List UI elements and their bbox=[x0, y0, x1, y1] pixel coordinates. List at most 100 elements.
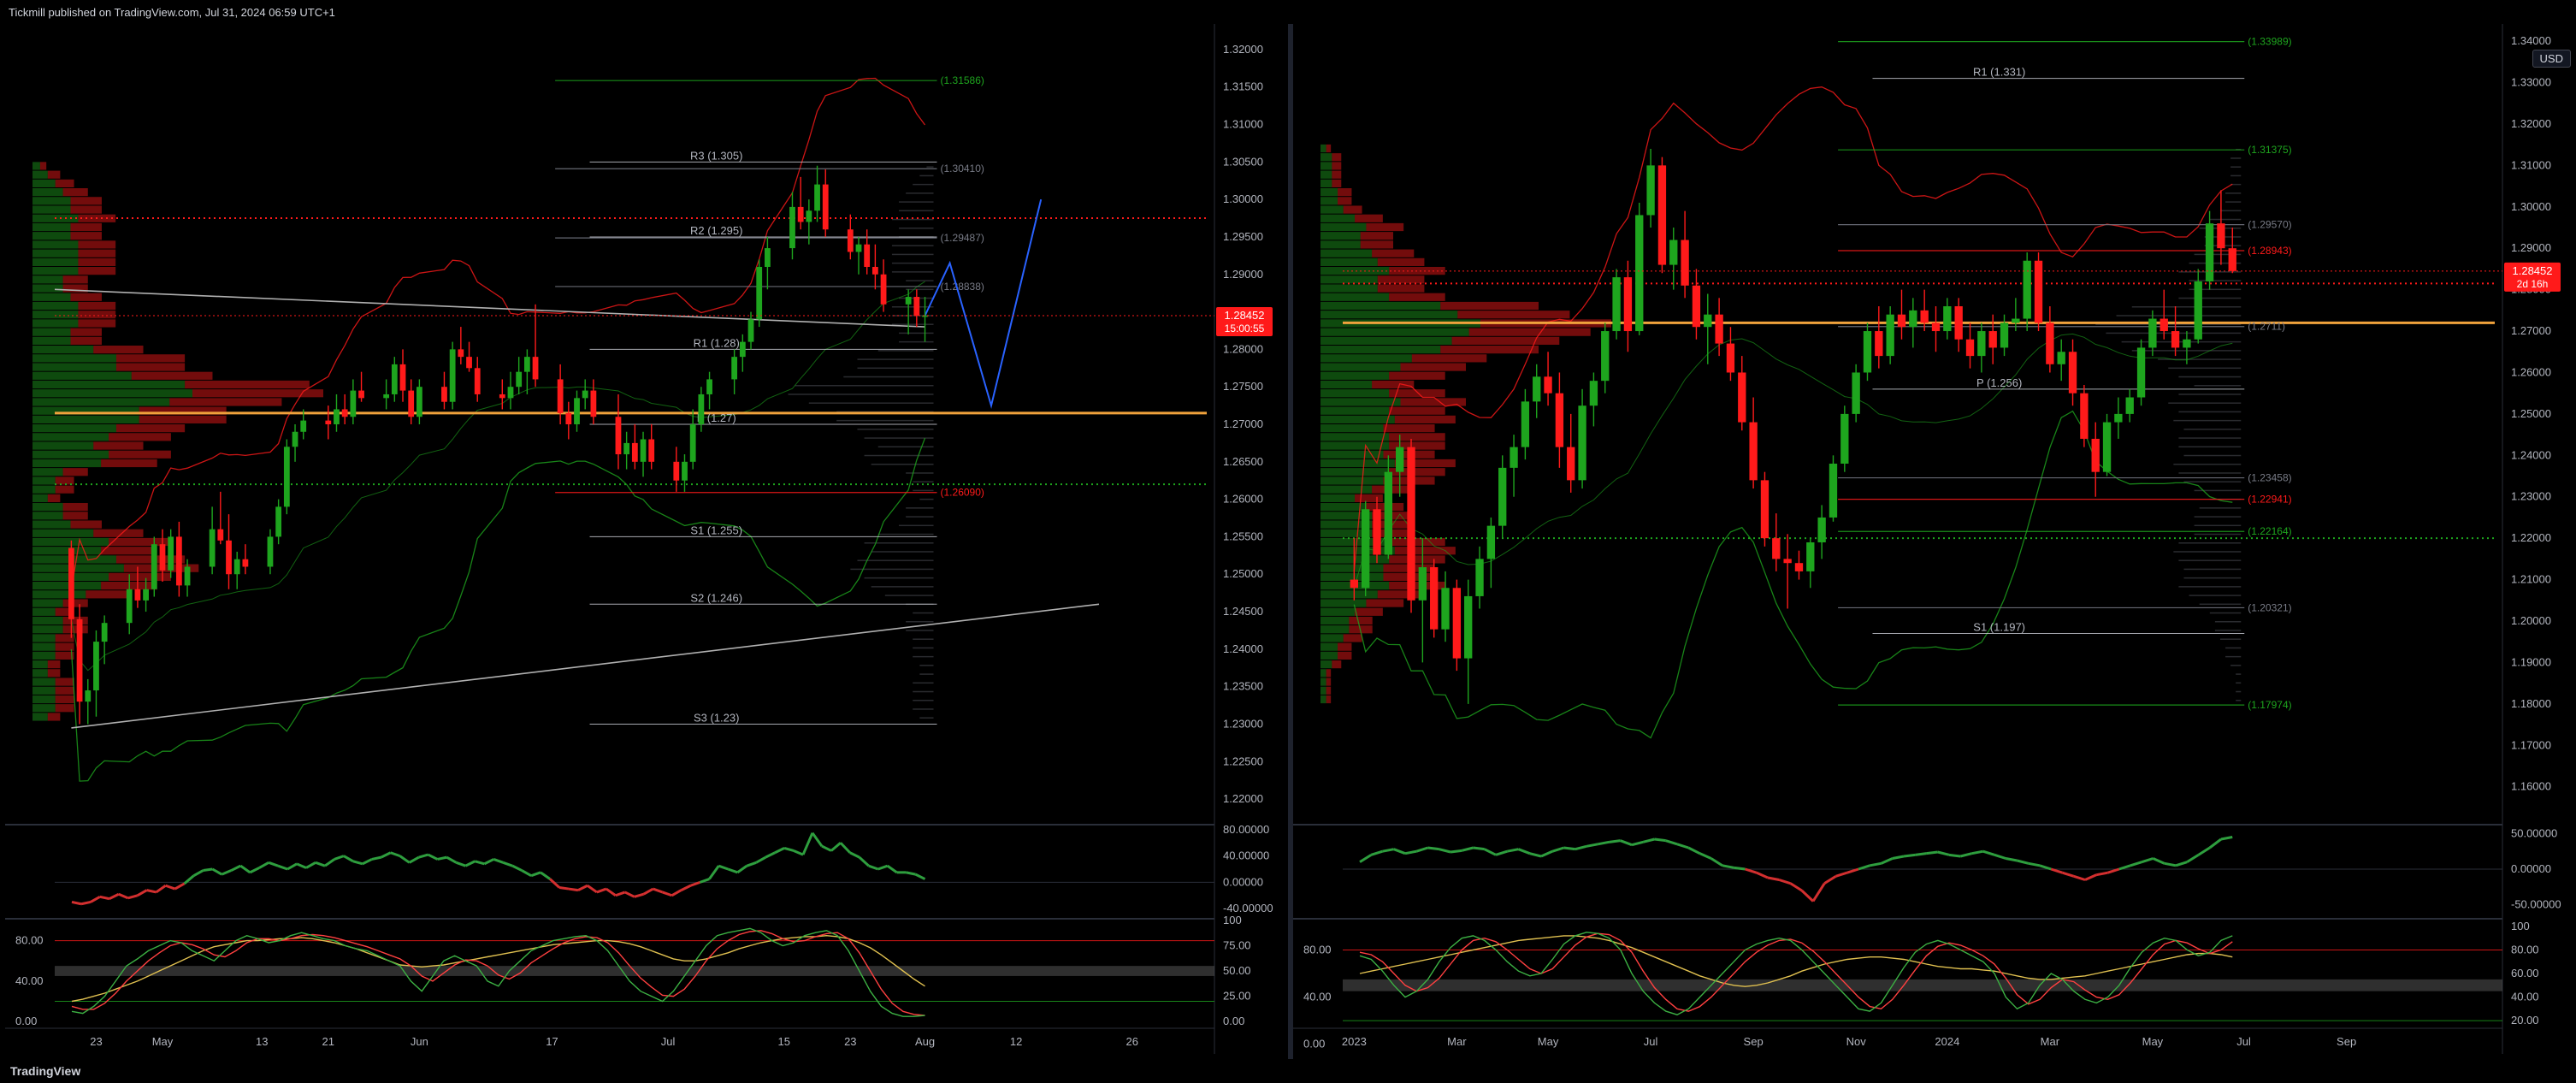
oscillator-segment bbox=[736, 864, 748, 874]
volume-profile-bar bbox=[47, 660, 61, 669]
volume-profile-bar bbox=[1332, 660, 1342, 669]
candle-body bbox=[1521, 401, 1530, 447]
volume-profile-bar bbox=[1349, 625, 1373, 634]
time-tick-label: 26 bbox=[1126, 1035, 1138, 1048]
volume-profile-bar bbox=[62, 188, 88, 197]
session-profile-bar bbox=[843, 376, 934, 378]
pivot-label: R2 (1.295) bbox=[690, 224, 742, 237]
oscillator-segment bbox=[99, 895, 110, 901]
volume-profile-bar bbox=[1320, 232, 1361, 240]
oscillator-segment bbox=[755, 855, 766, 864]
volume-profile-bar bbox=[32, 459, 102, 468]
candle-body bbox=[1567, 447, 1575, 481]
session-profile-bar bbox=[2173, 551, 2242, 553]
price-tick-label: 1.33000 bbox=[2511, 76, 2551, 89]
oscillator-tick-label: 0.00000 bbox=[2511, 862, 2551, 875]
session-profile-bar bbox=[2158, 358, 2242, 360]
oscillator-segment bbox=[540, 871, 551, 880]
candle-body bbox=[2194, 281, 2202, 340]
candle-body bbox=[2125, 397, 2134, 414]
oscillator-segment bbox=[174, 882, 186, 891]
volume-profile-bar bbox=[1389, 582, 1445, 590]
tradingview-logo: TradingView bbox=[10, 1064, 81, 1078]
oscillator-segment bbox=[136, 889, 148, 897]
level-label: (1.31586) bbox=[941, 74, 984, 86]
candle-body bbox=[1407, 447, 1415, 601]
oscillator-segment bbox=[249, 867, 260, 874]
session-profile-bar bbox=[2219, 210, 2242, 212]
session-profile-bar bbox=[2173, 464, 2242, 465]
candle-body bbox=[631, 442, 638, 462]
oscillator-segment bbox=[1948, 853, 1961, 858]
chart-panel-left[interactable]: R3 (1.305) R2 (1.295) R1 (1.28) P (1.27) S1 … bbox=[5, 24, 1288, 1059]
currency-button[interactable]: USD bbox=[2532, 50, 2571, 68]
candle-body bbox=[565, 412, 572, 424]
volume-profile-bar bbox=[32, 293, 71, 301]
volume-profile-bar bbox=[1320, 214, 1356, 222]
oscillator-segment bbox=[437, 855, 447, 861]
current-price-tag bbox=[1216, 306, 1273, 336]
volume-profile-bar bbox=[1389, 433, 1445, 441]
oscillator-segment bbox=[1880, 857, 1894, 865]
oscillator-segment bbox=[914, 873, 926, 880]
time-tick-label: May bbox=[2142, 1035, 2164, 1048]
countdown-label: 15:00:55 bbox=[1225, 323, 1265, 334]
volume-profile-bar bbox=[139, 415, 227, 423]
oscillator-segment bbox=[2107, 867, 2120, 874]
volume-profile-bar bbox=[1320, 450, 1384, 459]
candle-body bbox=[1794, 563, 1804, 571]
chart-right-svg[interactable]: R1 (1.331) P (1.256) S1 (1.197) (1.33989) (1… bbox=[1293, 24, 2576, 1059]
upper-band-line bbox=[1353, 86, 2233, 571]
price-tick-label: 1.30500 bbox=[1223, 155, 1263, 168]
panel-divider[interactable] bbox=[1288, 24, 1293, 1059]
session-profile-bar bbox=[906, 472, 934, 474]
candle-body bbox=[143, 589, 149, 601]
candle-body bbox=[847, 229, 854, 252]
session-profile-bar bbox=[864, 577, 934, 579]
time-tick-label: Mar bbox=[2041, 1035, 2060, 1048]
volume-profile-bar bbox=[1320, 607, 1356, 616]
oscillator-segment bbox=[1382, 848, 1395, 853]
chart-panel-right[interactable]: R1 (1.331) P (1.256) S1 (1.197) (1.33989) (1… bbox=[1293, 24, 2576, 1059]
session-profile-bar bbox=[919, 673, 934, 675]
volume-profile-bar bbox=[109, 537, 171, 547]
volume-profile-bar bbox=[70, 222, 102, 232]
session-profile-bar bbox=[913, 489, 934, 492]
candle-body bbox=[2034, 260, 2043, 323]
volume-profile-bar bbox=[1320, 512, 1373, 520]
candle-body bbox=[1635, 215, 1644, 332]
session-profile-bar bbox=[2214, 630, 2242, 631]
volume-profile-bar bbox=[1320, 433, 1390, 441]
session-profile-bar bbox=[857, 358, 934, 360]
volume-profile-bar bbox=[55, 651, 74, 660]
session-profile-bar bbox=[2194, 524, 2242, 527]
price-tick-label: 1.16000 bbox=[2511, 780, 2551, 793]
volume-profile-bar bbox=[55, 179, 74, 187]
oscillator-segment bbox=[418, 853, 428, 859]
price-tick-label: 1.20000 bbox=[2511, 614, 2551, 627]
volume-profile-bar bbox=[70, 205, 102, 214]
candle-body bbox=[1475, 559, 1484, 596]
stochastic-k-line bbox=[1359, 932, 2233, 1015]
oscillator-segment bbox=[127, 894, 139, 900]
oscillator-segment bbox=[1665, 839, 1678, 846]
session-profile-bar bbox=[2178, 559, 2242, 561]
volume-profile-bar bbox=[32, 512, 63, 520]
volume-profile-bar bbox=[32, 678, 56, 686]
candle-body bbox=[1806, 542, 1815, 571]
chart-left-svg[interactable]: R3 (1.305) R2 (1.295) R1 (1.28) P (1.27) S1 … bbox=[5, 24, 1288, 1059]
time-tick-label: Jul bbox=[2236, 1035, 2251, 1048]
volume-profile-bar bbox=[1326, 695, 1332, 704]
volume-profile-bar bbox=[32, 188, 63, 197]
candle-body bbox=[739, 341, 746, 358]
session-profile-bar bbox=[2131, 306, 2242, 308]
oscillator-segment bbox=[1495, 849, 1508, 856]
session-profile-bar bbox=[906, 192, 934, 194]
volume-profile-bar bbox=[32, 301, 79, 311]
session-profile-bar bbox=[2168, 402, 2242, 404]
pivot-label: P (1.27) bbox=[697, 411, 736, 424]
volume-profile-bar bbox=[1320, 424, 1384, 433]
volume-profile-bar bbox=[32, 590, 86, 599]
time-tick-label: 2024 bbox=[1935, 1035, 1959, 1048]
volume-profile-bar bbox=[1338, 197, 1352, 205]
